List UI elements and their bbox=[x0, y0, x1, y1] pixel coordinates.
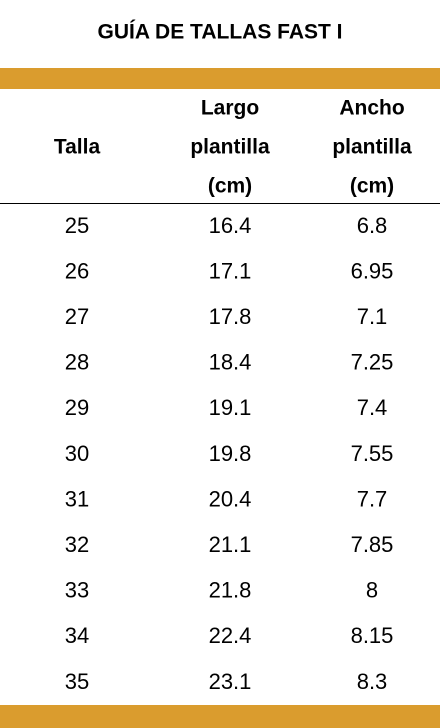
cell: 7.7 bbox=[357, 486, 388, 511]
cell: 19.1 bbox=[209, 395, 252, 420]
cell: 32 bbox=[65, 532, 89, 557]
cell: 25 bbox=[65, 213, 89, 238]
cell: 7.1 bbox=[357, 304, 388, 329]
cell: 26 bbox=[65, 258, 89, 283]
cell: 8.3 bbox=[357, 669, 388, 694]
header-cell: Ancho bbox=[339, 97, 404, 120]
cell: 7.4 bbox=[357, 395, 388, 420]
cell: 23.1 bbox=[209, 669, 252, 694]
cell: 7.85 bbox=[351, 532, 394, 557]
cell: 18.4 bbox=[209, 350, 252, 375]
header-cell: Talla bbox=[54, 136, 101, 159]
header-cell: (cm) bbox=[350, 175, 394, 198]
cell: 34 bbox=[65, 623, 89, 648]
cell: 20.4 bbox=[209, 486, 252, 511]
cell: 35 bbox=[65, 669, 89, 694]
header-cell: Largo bbox=[201, 97, 259, 120]
cell: 29 bbox=[65, 395, 89, 420]
cell: 7.55 bbox=[351, 441, 394, 466]
cell: 21.8 bbox=[209, 578, 252, 603]
cell: 7.25 bbox=[351, 350, 394, 375]
cell: 22.4 bbox=[209, 623, 252, 648]
title: GUÍA DE TALLAS FAST I bbox=[98, 21, 343, 44]
cell: 17.8 bbox=[209, 304, 252, 329]
header-cell: plantilla bbox=[332, 136, 412, 159]
cell: 17.1 bbox=[209, 258, 252, 283]
cell: 19.8 bbox=[209, 441, 252, 466]
cell: 28 bbox=[65, 350, 89, 375]
cell: 33 bbox=[65, 578, 89, 603]
cell: 21.1 bbox=[209, 532, 252, 557]
cell: 16.4 bbox=[209, 213, 252, 238]
cell: 6.8 bbox=[357, 213, 388, 238]
cell: 30 bbox=[65, 441, 89, 466]
bottom-band bbox=[0, 705, 440, 728]
header-cell: (cm) bbox=[208, 175, 252, 198]
top-band bbox=[0, 68, 440, 89]
cell: 6.95 bbox=[351, 258, 394, 283]
header-cell: plantilla bbox=[190, 136, 270, 159]
cell: 27 bbox=[65, 304, 89, 329]
cell: 8 bbox=[366, 578, 378, 603]
cell: 8.15 bbox=[351, 623, 394, 648]
cell: 31 bbox=[65, 486, 89, 511]
